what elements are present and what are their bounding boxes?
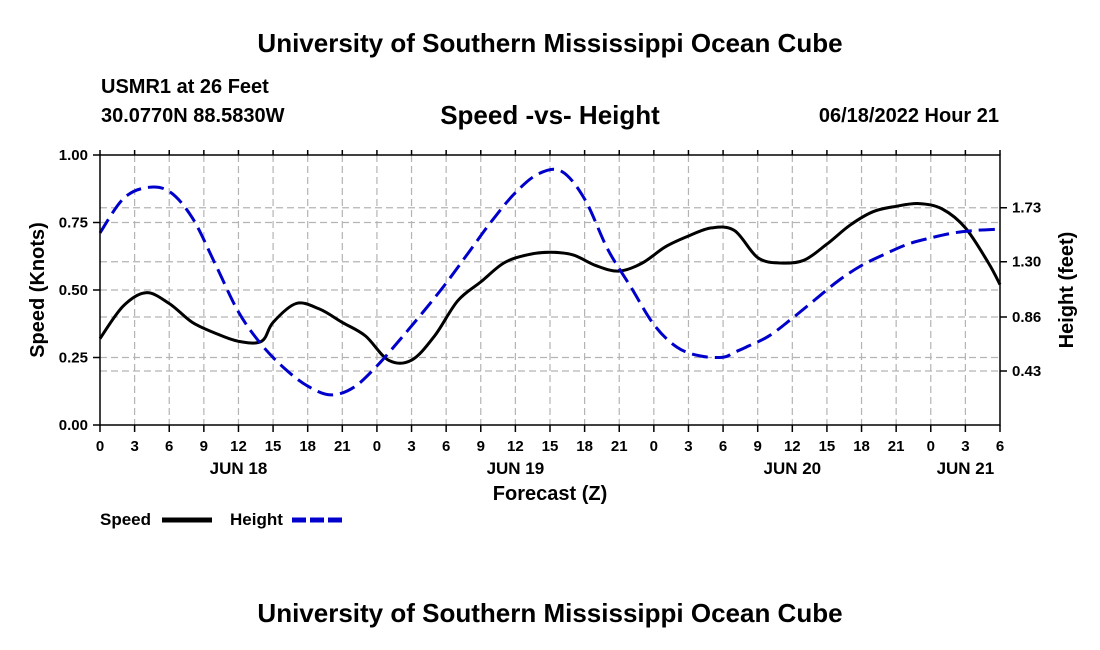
chart-series xyxy=(98,167,1002,397)
x-tick-label: 3 xyxy=(961,438,969,455)
x-tick-label: 6 xyxy=(442,438,450,455)
x-tick-label: 6 xyxy=(719,438,727,455)
y-tick-label: 0.00 xyxy=(59,417,88,434)
y2-tick-label: 1.30 xyxy=(1012,254,1041,271)
x-tick-label: 3 xyxy=(130,438,138,455)
x-tick-label: 12 xyxy=(230,438,247,455)
y2-tick-label: 1.73 xyxy=(1012,200,1041,217)
x-tick-label: 18 xyxy=(576,438,593,455)
x-tick-label: 21 xyxy=(334,438,351,455)
station-coordinates: 30.0770N 88.5830W xyxy=(101,105,285,127)
x-date-label: JUN 19 xyxy=(487,459,545,478)
x-tick-label: 21 xyxy=(611,438,628,455)
series-line-speed xyxy=(98,202,1002,365)
x-date-label: JUN 21 xyxy=(937,459,995,478)
x-tick-label: 18 xyxy=(853,438,870,455)
x-tick-label: 0 xyxy=(96,438,104,455)
x-date-label: JUN 18 xyxy=(210,459,268,478)
x-date-label: JUN 20 xyxy=(763,459,821,478)
y-tick-label: 0.25 xyxy=(59,350,88,367)
series-line-height xyxy=(98,167,1001,397)
y-axis-label: Speed (Knots) xyxy=(27,222,49,358)
x-tick-label: 6 xyxy=(165,438,173,455)
x-tick-label: 21 xyxy=(888,438,905,455)
page-title: University of Southern Mississippi Ocean… xyxy=(257,28,843,58)
station-label: USMR1 at 26 Feet xyxy=(101,76,269,98)
y-tick-label: 0.75 xyxy=(59,215,88,232)
x-tick-label: 9 xyxy=(477,438,485,455)
x-tick-label: 0 xyxy=(373,438,381,455)
y2-axis-label: Height (feet) xyxy=(1056,232,1078,349)
chart-legend: Speed Height xyxy=(100,510,342,529)
x-tick-label: 0 xyxy=(650,438,658,455)
legend-height-label: Height xyxy=(230,510,283,529)
y-tick-label: 1.00 xyxy=(59,147,88,164)
x-tick-label: 6 xyxy=(996,438,1004,455)
x-tick-label: 9 xyxy=(754,438,762,455)
y-tick-label: 0.50 xyxy=(59,282,88,299)
forecast-datetime: 06/18/2022 Hour 21 xyxy=(818,105,999,127)
x-tick-label: 9 xyxy=(200,438,208,455)
x-tick-label: 3 xyxy=(684,438,692,455)
x-axis-label: Forecast (Z) xyxy=(493,483,607,505)
x-tick-label: 12 xyxy=(784,438,801,455)
x-tick-label: 15 xyxy=(265,438,282,455)
y2-tick-label: 0.86 xyxy=(1012,309,1041,326)
x-tick-label: 3 xyxy=(407,438,415,455)
x-tick-label: 0 xyxy=(927,438,935,455)
x-tick-label: 15 xyxy=(542,438,559,455)
x-tick-label: 18 xyxy=(299,438,316,455)
x-tick-label: 15 xyxy=(819,438,836,455)
chart-axes: 0 3 6 9 12 15 18 21 0 3 6 9 12 15 18 21 0 3 6 9 12 15 18 21 0 3 6 0… xyxy=(59,147,1041,478)
chart-subtitle: Speed -vs- Height xyxy=(440,100,660,130)
legend-speed-label: Speed xyxy=(100,510,151,529)
chart-grid xyxy=(100,155,1000,425)
footer-title: University of Southern Mississippi Ocean… xyxy=(257,598,843,628)
x-tick-label: 12 xyxy=(507,438,524,455)
y2-tick-label: 0.43 xyxy=(1012,363,1041,380)
